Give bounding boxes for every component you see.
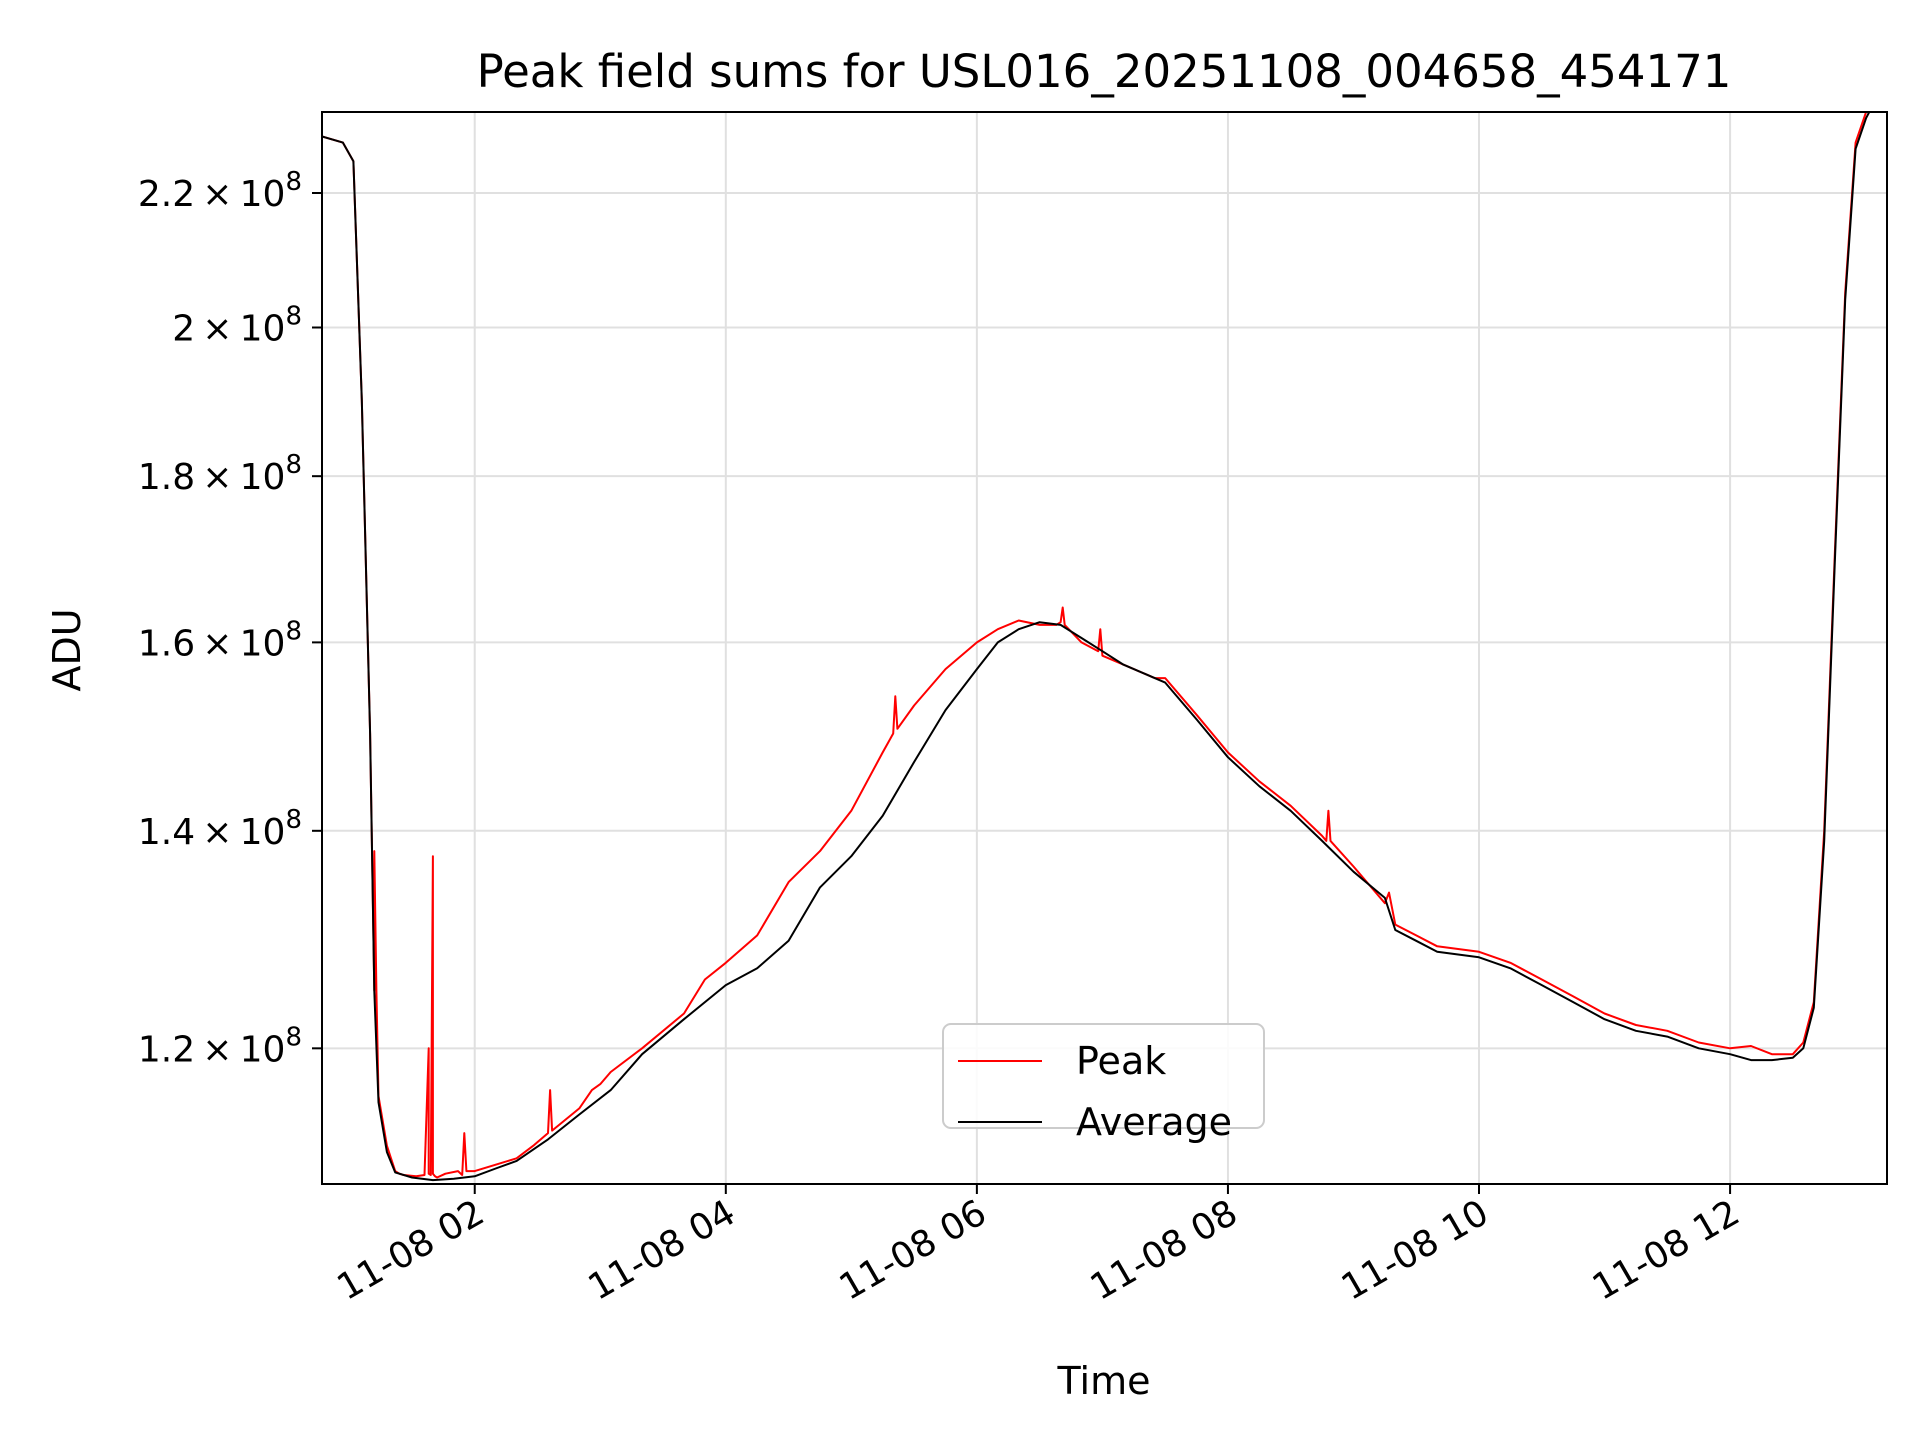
- legend: Peak Average: [942, 1023, 1265, 1144]
- y-tick-label: 1.4 × 108: [138, 805, 302, 853]
- legend-label-peak: Peak: [1076, 1039, 1166, 1083]
- y-tick-label: 1.2 × 108: [138, 1022, 302, 1070]
- x-axis-label: Time: [1057, 1359, 1151, 1403]
- chart-title: Peak field sums for USL016_20251108_0046…: [477, 45, 1732, 98]
- plot-frame: [321, 111, 1888, 1185]
- y-tick-label: 1.6 × 108: [138, 616, 302, 664]
- y-tick-label: 1.8 × 108: [138, 450, 302, 498]
- legend-box: [942, 1023, 1265, 1129]
- series-line-average: [322, 112, 1871, 1182]
- legend-label-average: Average: [1076, 1100, 1232, 1144]
- series-line-peak: [322, 112, 1868, 1179]
- y-tick-label: 2.2 × 108: [138, 167, 302, 215]
- grid: [322, 112, 1887, 1184]
- series-layer: [322, 112, 1871, 1182]
- y-axis-label: ADU: [45, 608, 89, 691]
- y-tick-label: 2 × 108: [172, 302, 302, 350]
